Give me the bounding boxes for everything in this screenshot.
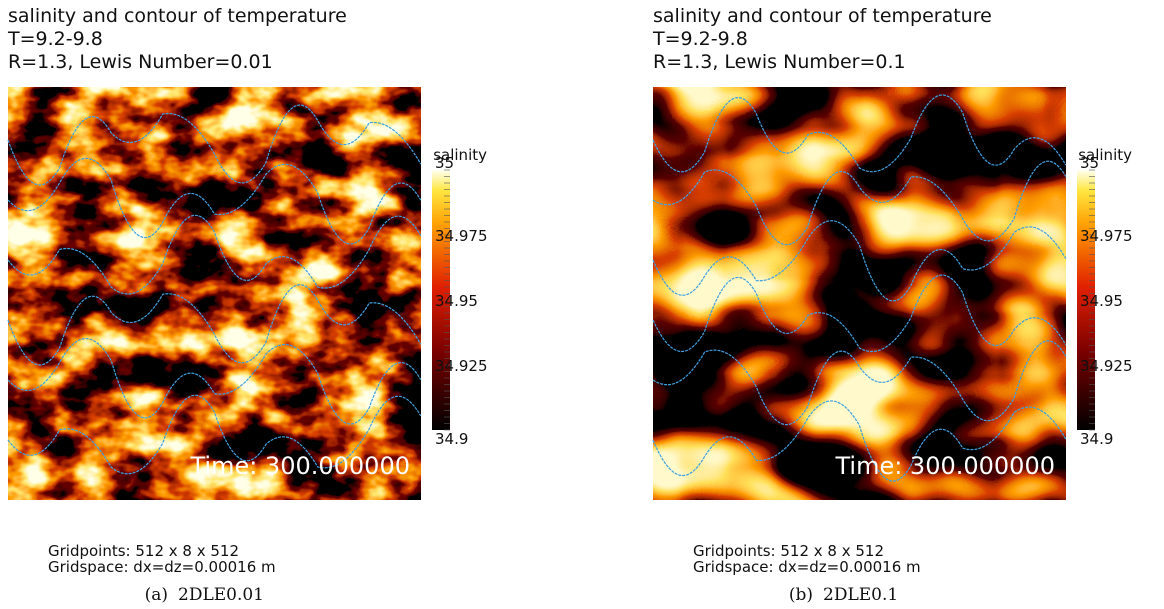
time-label: Time: 300.000000 bbox=[834, 452, 1055, 480]
colorbar-tick-label: 34.925 bbox=[1080, 357, 1133, 375]
colorbar-label: salinity bbox=[433, 146, 487, 164]
salinity-field bbox=[653, 87, 1066, 500]
colorbar-tick-label: 34.9 bbox=[435, 430, 468, 448]
contour-line bbox=[7, 214, 422, 295]
contour-line bbox=[652, 400, 1067, 482]
temperature-contours bbox=[7, 104, 422, 475]
panel-title: R=1.3, Lewis Number=0.01 bbox=[8, 51, 273, 73]
contour-line bbox=[7, 337, 422, 425]
colorbar-tick-label: 34.975 bbox=[435, 227, 488, 245]
contour-line bbox=[652, 160, 1067, 246]
caption: 2DLE0.1 bbox=[823, 585, 898, 605]
caption-tag: (b) bbox=[789, 585, 813, 605]
salinity-field bbox=[8, 87, 421, 500]
gridspace: Gridspace: dx=dz=0.00016 m bbox=[48, 558, 276, 576]
gridspace: Gridspace: dx=dz=0.00016 m bbox=[693, 558, 921, 576]
panel-title: salinity and contour of temperature bbox=[653, 5, 992, 27]
contour-line bbox=[652, 94, 1067, 173]
temperature-contours bbox=[652, 94, 1067, 482]
panel-title: T=9.2-9.8 bbox=[7, 28, 103, 50]
caption: 2DLE0.01 bbox=[178, 585, 264, 605]
gridpoints: Gridpoints: 512 x 8 x 512 bbox=[693, 542, 884, 560]
caption-tag: (a) bbox=[145, 585, 168, 605]
contour-line bbox=[7, 104, 422, 186]
panel-title: R=1.3, Lewis Number=0.1 bbox=[653, 51, 906, 73]
colorbar-tick-label: 34.925 bbox=[435, 357, 488, 375]
colorbar-label: salinity bbox=[1078, 146, 1132, 164]
colorbar-tick-label: 35 bbox=[435, 154, 454, 172]
panel-title: T=9.2-9.8 bbox=[652, 28, 748, 50]
colorbar-tick-label: 35 bbox=[1080, 154, 1099, 172]
time-label: Time: 300.000000 bbox=[189, 452, 410, 480]
contour-line bbox=[652, 274, 1067, 353]
contour-line bbox=[7, 157, 422, 245]
contour-line bbox=[7, 284, 422, 366]
contour-line bbox=[652, 340, 1067, 426]
gridpoints: Gridpoints: 512 x 8 x 512 bbox=[48, 542, 239, 560]
contour-line bbox=[652, 220, 1067, 302]
colorbar-tick-label: 34.95 bbox=[435, 292, 478, 310]
colorbar-tick-label: 34.95 bbox=[1080, 292, 1123, 310]
contour-line bbox=[7, 394, 422, 475]
panel-title: salinity and contour of temperature bbox=[8, 5, 347, 27]
colorbar-tick-label: 34.9 bbox=[1080, 430, 1113, 448]
colorbar-tick-label: 34.975 bbox=[1080, 227, 1133, 245]
